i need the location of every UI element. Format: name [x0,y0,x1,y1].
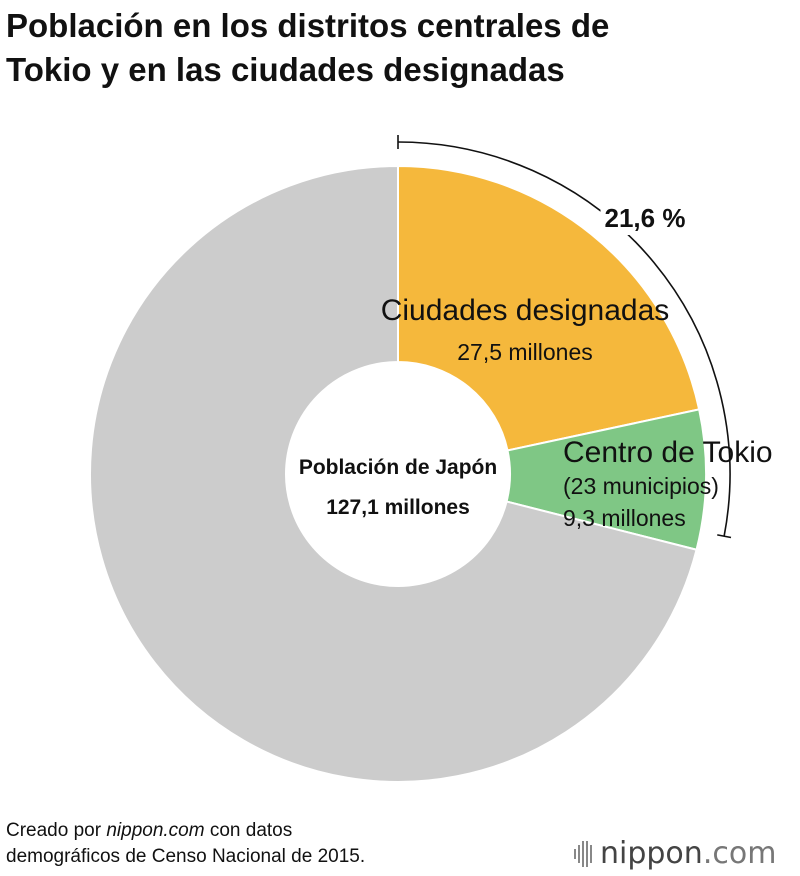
bracket-percentage-label: 21,6 % [605,203,686,233]
bracket-tick-end [717,534,732,539]
source-note: Creado por nippon.com con datos demográf… [6,818,365,870]
slice-value-tokyo: 9,3 millones [563,505,686,531]
center-value: 127,1 millones [326,496,470,519]
nippon-logo: nippon.com [574,836,776,871]
slice-sublabel-tokyo: (23 municipios) [563,473,719,499]
center-label: Población de Japón [299,456,497,479]
source-note-line-2: demográficos de Censo Nacional de 2015. [6,846,366,867]
slice-label-designated: Ciudades designadas [381,294,670,327]
percentage-bracket [397,135,732,539]
slice-designated [397,164,701,452]
bracket-arc [397,141,731,537]
chart-title-line-2: Tokio y en las ciudades designadas [6,51,565,88]
slice-rest [89,164,698,783]
chart-title: Población en los distritos centrales de … [6,4,786,92]
slice-label-tokyo: Centro de Tokio [563,436,773,469]
chart-title-line-1: Población en los distritos centrales de [6,7,610,44]
bracket-label-background [600,201,690,235]
source-prefix: Creado por [6,820,107,841]
logo-domain: .com [702,836,777,871]
slice-value-designated: 27,5 millones [457,339,593,365]
source-site: nippon.com [106,820,205,841]
logo-name: nippon [600,836,703,871]
donut-slices [89,164,707,783]
logo-marks-icon [574,840,592,867]
source-note-line-1: Creado por nippon.com con datos [6,818,365,844]
source-suffix: con datos [204,820,293,841]
